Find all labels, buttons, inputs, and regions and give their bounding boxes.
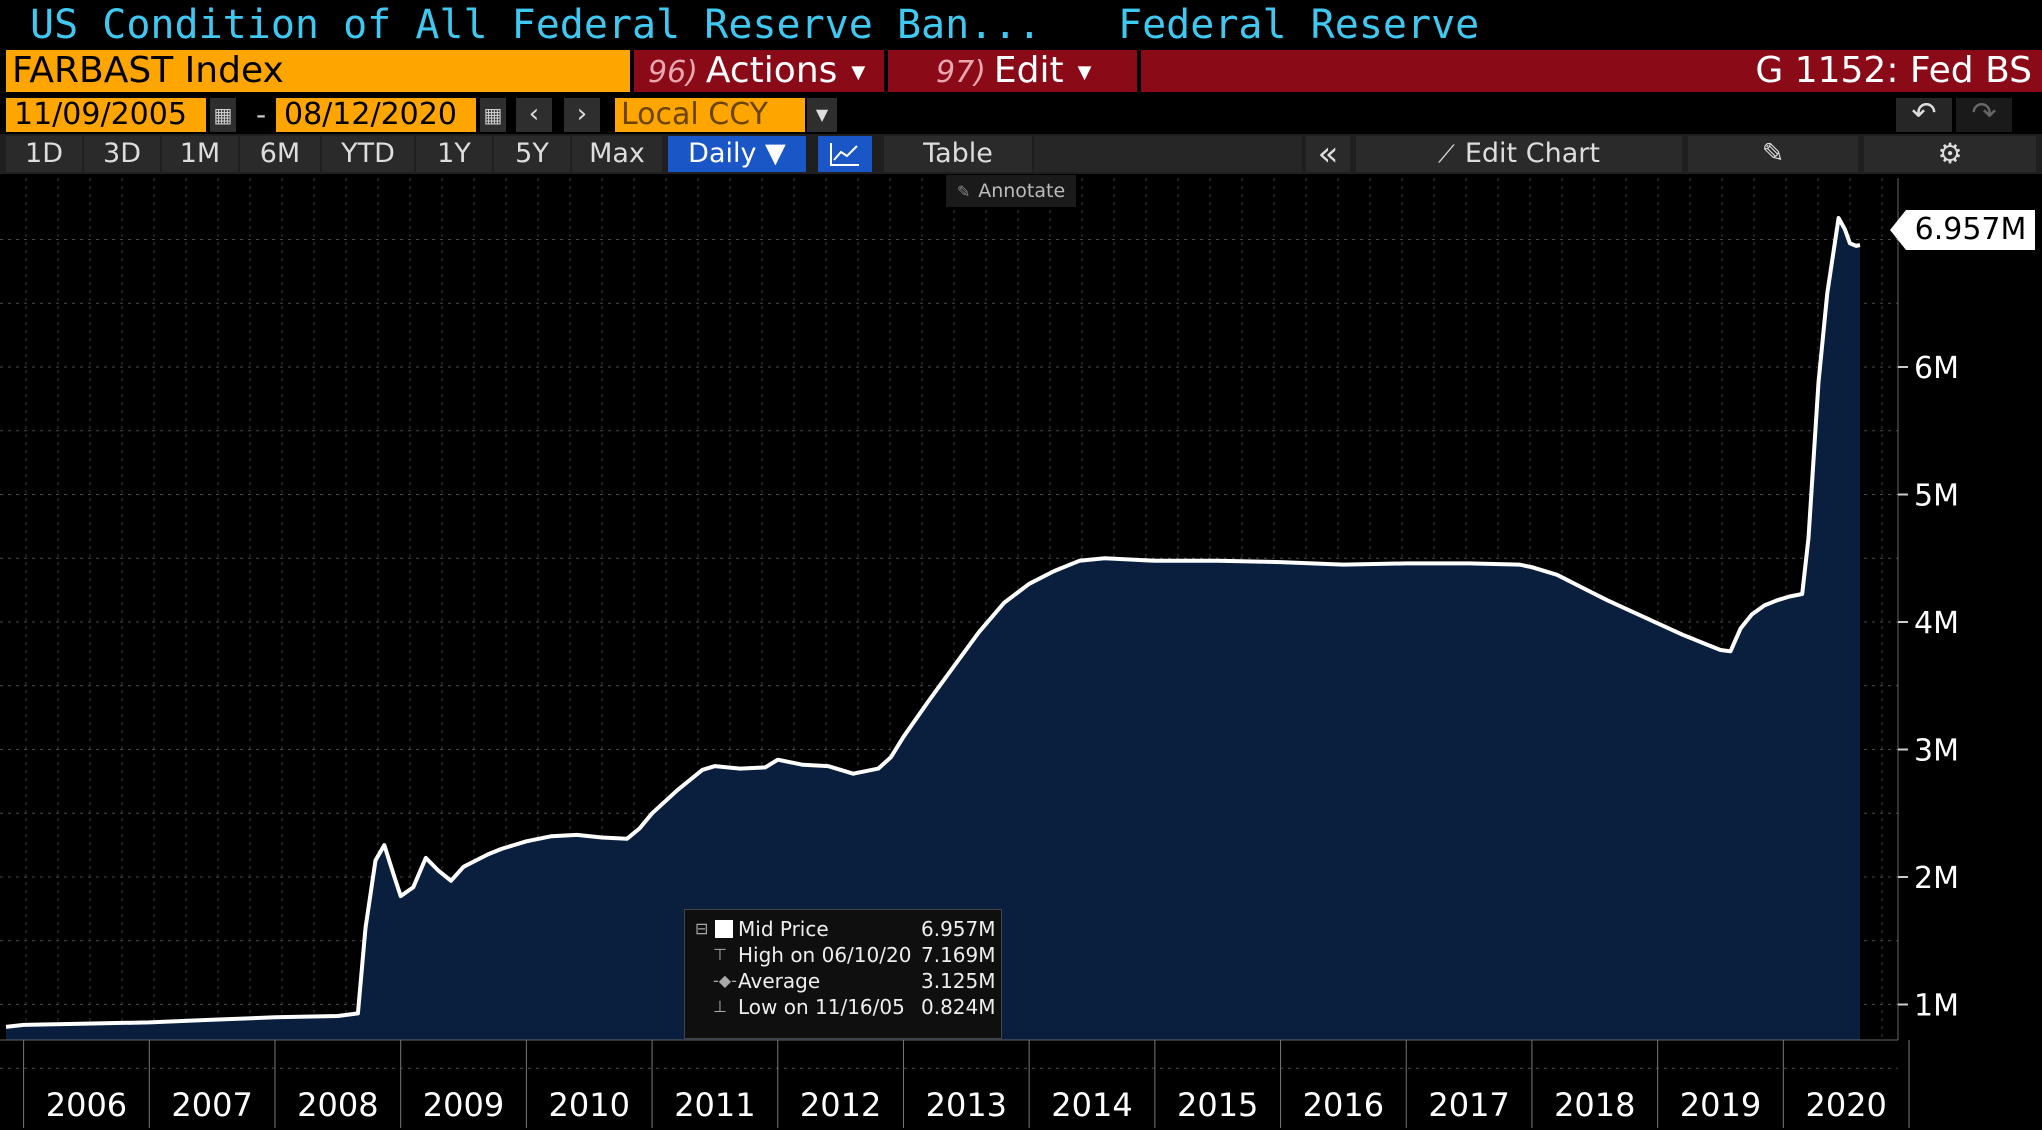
date-separator: - bbox=[256, 98, 267, 131]
period-max[interactable]: Max bbox=[572, 136, 662, 172]
chart-area: 1M 2M 3M 4M 5M 6M 2006 2007 2008 2009 2010 2011 2012… bbox=[0, 174, 2042, 1130]
y-tick-label: 4M bbox=[1914, 606, 1959, 641]
table-button[interactable]: Table bbox=[884, 136, 1032, 172]
annotate-button[interactable]: ✎ Annotate bbox=[946, 175, 1076, 207]
period-1y[interactable]: 1Y bbox=[416, 136, 492, 172]
x-tick-label: 2009 bbox=[423, 1086, 504, 1124]
y-tick-label: 3M bbox=[1914, 734, 1959, 769]
average-marker-icon: -◆- bbox=[713, 971, 737, 990]
edit-number: 97) bbox=[936, 55, 986, 90]
x-tick-label: 2020 bbox=[1805, 1086, 1886, 1124]
x-tick-label: 2013 bbox=[926, 1086, 1007, 1124]
chart-title: US Condition of All Federal Reserve Ban.… bbox=[30, 2, 1042, 48]
actions-button[interactable]: 96) Actions ▼ bbox=[634, 50, 884, 92]
gear-icon[interactable]: ⚙ bbox=[1864, 136, 2036, 172]
frequency-select[interactable]: Daily ▼ bbox=[668, 136, 806, 172]
legend-high-label: High on 06/10/20 bbox=[738, 943, 912, 967]
x-tick-label: 2018 bbox=[1554, 1086, 1635, 1124]
legend: ⊟ Mid Price 6.957M ⊤ High on 06/10/20 7.… bbox=[684, 909, 1002, 1039]
x-tick-label: 2007 bbox=[171, 1086, 252, 1124]
edit-button[interactable]: 97) Edit ▼ bbox=[888, 50, 1137, 92]
draw-tool-icon[interactable]: ✎ bbox=[1688, 136, 1858, 172]
edit-label: Edit bbox=[993, 50, 1064, 91]
date-bar: 11/09/2005 ▦ - 08/12/2020 ▦ ‹ › Local CC… bbox=[0, 96, 2042, 134]
x-tick-label: 2017 bbox=[1428, 1086, 1509, 1124]
x-tick-label: 2006 bbox=[46, 1086, 127, 1124]
x-tick-label: 2008 bbox=[297, 1086, 378, 1124]
calendar-icon[interactable]: ▦ bbox=[480, 98, 506, 132]
edit-chart-label: Edit Chart bbox=[1464, 138, 1600, 169]
legend-low-value: 0.824M bbox=[921, 995, 996, 1019]
chart-toolbar: 1D 3D 1M 6M YTD 1Y 5Y Max Daily ▼ Table … bbox=[0, 134, 2042, 174]
ticker-field[interactable]: FARBAST Index bbox=[6, 50, 630, 92]
actions-number: 96) bbox=[648, 55, 698, 90]
legend-low-label: Low on 11/16/05 bbox=[738, 995, 905, 1019]
period-3d[interactable]: 3D bbox=[84, 136, 160, 172]
chevron-right-icon[interactable]: › bbox=[564, 98, 600, 132]
x-tick-label: 2012 bbox=[800, 1086, 881, 1124]
line-chart-icon[interactable] bbox=[818, 136, 872, 172]
legend-row-mid: ⊟ Mid Price 6.957M bbox=[685, 916, 1001, 942]
legend-mid-value: 6.957M bbox=[921, 917, 996, 941]
chevron-down-icon: ▼ bbox=[1077, 62, 1092, 83]
legend-average-value: 3.125M bbox=[921, 969, 996, 993]
x-tick-label: 2014 bbox=[1051, 1086, 1132, 1124]
start-date-field[interactable]: 11/09/2005 bbox=[6, 98, 206, 132]
x-tick-label: 2019 bbox=[1680, 1086, 1761, 1124]
legend-row-high: ⊤ High on 06/10/20 7.169M bbox=[685, 942, 1001, 968]
x-tick-label: 2011 bbox=[674, 1086, 755, 1124]
actions-label: Actions bbox=[705, 50, 838, 91]
pencil-icon: ✎ bbox=[956, 182, 971, 201]
series-swatch bbox=[715, 920, 733, 938]
calendar-icon[interactable]: ▦ bbox=[210, 98, 236, 132]
last-value-label: 6.957M bbox=[1890, 210, 2035, 250]
collapse-button[interactable]: « bbox=[1306, 136, 1350, 172]
chart-source: Federal Reserve bbox=[1118, 2, 1480, 48]
annotate-label: Annotate bbox=[978, 180, 1066, 202]
period-1d[interactable]: 1D bbox=[6, 136, 82, 172]
function-label: G 1152: Fed BS bbox=[1141, 50, 2042, 92]
legend-average-label: Average bbox=[738, 969, 821, 993]
y-tick-label: 2M bbox=[1914, 861, 1959, 896]
legend-row-low: ⊥ Low on 11/16/05 0.824M bbox=[685, 994, 1001, 1020]
legend-mid-label: Mid Price bbox=[738, 917, 829, 941]
edit-chart-icon: ⟋ bbox=[1438, 140, 1455, 168]
toolbar-spacer bbox=[1034, 136, 1302, 172]
chevron-down-icon: ▼ bbox=[851, 62, 866, 83]
period-ytd[interactable]: YTD bbox=[322, 136, 414, 172]
y-tick-label: 5M bbox=[1914, 479, 1959, 514]
chevron-down-icon[interactable]: ▼ bbox=[807, 98, 837, 132]
title-bar: US Condition of All Federal Reserve Ban.… bbox=[0, 0, 2042, 48]
y-tick-label: 6M bbox=[1914, 351, 1959, 386]
edit-chart-button[interactable]: ⟋ Edit Chart bbox=[1356, 136, 1682, 172]
legend-high-value: 7.169M bbox=[921, 943, 996, 967]
x-tick-label: 2010 bbox=[549, 1086, 630, 1124]
redo-icon[interactable]: ↷ bbox=[1956, 98, 2012, 132]
legend-row-average: -◆- Average 3.125M bbox=[685, 968, 1001, 994]
undo-icon[interactable]: ↶ bbox=[1896, 98, 1952, 132]
low-marker-icon: ⊥ bbox=[713, 997, 727, 1016]
chart-svg[interactable]: 1M 2M 3M 4M 5M 6M 2006 2007 2008 2009 2010 2011 2012… bbox=[0, 174, 2042, 1130]
command-bar: FARBAST Index 96) Actions ▼ 97) Edit ▼ G 115… bbox=[0, 50, 2042, 94]
chevron-left-icon[interactable]: ‹ bbox=[516, 98, 552, 132]
period-1m[interactable]: 1M bbox=[162, 136, 238, 172]
y-tick-label: 1M bbox=[1914, 989, 1959, 1024]
x-tick-label: 2015 bbox=[1177, 1086, 1258, 1124]
period-5y[interactable]: 5Y bbox=[494, 136, 570, 172]
end-date-field[interactable]: 08/12/2020 bbox=[276, 98, 476, 132]
period-6m[interactable]: 6M bbox=[240, 136, 320, 172]
collapse-icon[interactable]: ⊟ bbox=[695, 919, 709, 938]
high-marker-icon: ⊤ bbox=[713, 945, 727, 964]
x-tick-label: 2016 bbox=[1303, 1086, 1384, 1124]
series-area bbox=[6, 218, 1860, 1040]
series-line bbox=[5, 216, 1861, 1029]
currency-select[interactable]: Local CCY bbox=[615, 98, 805, 132]
